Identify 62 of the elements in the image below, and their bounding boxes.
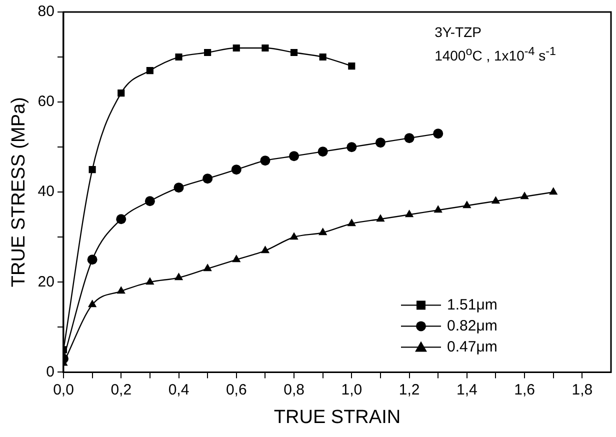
y-tick-label: 60 <box>38 93 54 110</box>
point <box>260 246 270 254</box>
annotation: 1400$^{o}$C , 1x10$^{-4}$ s$^{-1}$ <box>434 44 556 66</box>
point <box>88 300 97 308</box>
point <box>318 146 328 157</box>
point <box>433 128 444 139</box>
y-tick-label: 0 <box>46 363 54 380</box>
point <box>404 210 414 218</box>
point <box>434 205 442 213</box>
legend-label: 1.51μm <box>447 296 498 314</box>
point <box>348 62 356 70</box>
point <box>232 44 240 52</box>
point <box>144 196 155 206</box>
y-tick-label: 40 <box>38 183 54 200</box>
point <box>260 156 270 166</box>
x-tick-label: 1,4 <box>456 381 478 398</box>
point <box>231 164 242 175</box>
point <box>376 214 385 222</box>
point <box>174 182 184 193</box>
point <box>347 218 356 226</box>
x-tick-label: 1,2 <box>398 381 420 398</box>
point <box>549 187 558 195</box>
point <box>318 228 328 236</box>
point <box>87 254 98 265</box>
x-tick-label: 1,8 <box>572 381 593 398</box>
legend-label: 0.82μm <box>447 317 498 334</box>
point <box>346 142 357 152</box>
point <box>319 53 326 61</box>
x-tick-label: 0,4 <box>168 381 190 398</box>
point <box>116 286 126 294</box>
point <box>202 174 213 184</box>
annotation: 3Y-TZP <box>434 23 483 42</box>
point <box>232 254 241 262</box>
point <box>204 48 212 56</box>
y-tick-label: 80 <box>38 3 54 20</box>
point <box>462 200 472 208</box>
x-tick-label: 0,0 <box>53 381 74 398</box>
y-axis-title: TRUE STRESS (MPa) <box>8 97 30 288</box>
point <box>290 232 298 240</box>
point <box>491 196 500 204</box>
x-tick-label: 1,6 <box>514 381 535 398</box>
x-tick-label: 0,6 <box>226 381 247 398</box>
point <box>118 90 125 97</box>
point <box>175 53 182 61</box>
y-tick-label: 20 <box>38 273 54 290</box>
legend-label: 0.47μm <box>447 338 498 356</box>
point <box>520 192 529 200</box>
point <box>116 214 126 224</box>
point <box>375 138 386 148</box>
x-tick-label: 1,0 <box>341 381 362 398</box>
point <box>203 264 212 272</box>
point <box>290 48 298 56</box>
point <box>262 44 269 52</box>
x-tick-label: 0,2 <box>110 381 132 398</box>
point <box>146 277 154 285</box>
point <box>404 133 414 144</box>
point <box>146 66 154 74</box>
x-tick-label: 0,8 <box>284 381 304 398</box>
point <box>174 272 184 280</box>
x-axis-title: TRUE STRAIN <box>274 406 401 428</box>
point <box>289 151 300 162</box>
point <box>88 166 96 174</box>
